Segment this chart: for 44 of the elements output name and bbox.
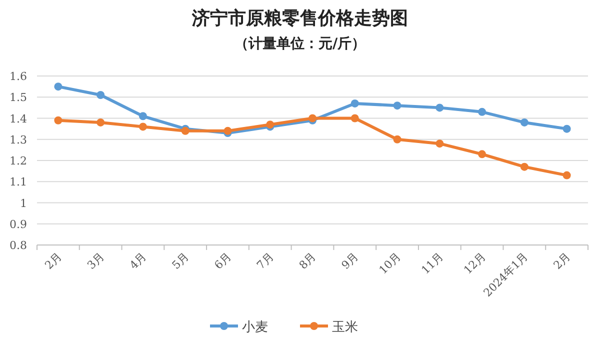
point <box>224 126 232 135</box>
point <box>54 82 62 91</box>
legend-label: 玉米 <box>332 320 358 335</box>
chart-subtitle: （计量单位：元/斤） <box>234 35 366 52</box>
point <box>350 114 359 122</box>
point <box>138 112 147 120</box>
x-tick-label: 9月 <box>339 250 362 272</box>
x-tick-label: 2月 <box>551 250 573 272</box>
x-tick-label: 8月 <box>296 250 319 272</box>
legend-label: 小麦 <box>242 320 268 335</box>
point <box>436 140 444 148</box>
point <box>520 118 528 126</box>
x-tick-label: 10月 <box>376 250 404 277</box>
point <box>562 124 571 133</box>
x-tick-label: 7月 <box>254 250 276 272</box>
y-tick-label: 1.2 <box>10 154 27 168</box>
y-tick-label: 0.9 <box>10 218 27 231</box>
x-tick-label: 6月 <box>212 250 234 272</box>
y-tick-label: 1.3 <box>10 133 27 146</box>
y-tick-label: 1.4 <box>10 112 27 126</box>
point <box>350 99 359 108</box>
y-tick-label: 1 <box>20 196 27 210</box>
y-tick-label: 0.8 <box>10 239 27 252</box>
point <box>436 104 444 112</box>
y-tick-label: 1.1 <box>10 176 27 189</box>
point <box>478 108 486 116</box>
point <box>562 171 571 180</box>
point <box>520 162 528 171</box>
x-tick-label: 5月 <box>170 250 192 272</box>
point <box>393 102 402 110</box>
point <box>96 91 105 100</box>
y-tick-label: 1.5 <box>10 91 27 104</box>
point <box>478 150 486 158</box>
x-tick-label: 4月 <box>127 250 150 272</box>
point <box>393 135 402 144</box>
point <box>54 116 62 124</box>
x-tick-label: 12月 <box>461 250 488 277</box>
x-tick-label: 3月 <box>84 250 107 272</box>
x-tick-label: 11月 <box>418 250 446 277</box>
chart-title: 济宁市原粮零售价格走势图 <box>191 8 408 29</box>
x-tick-label: 2月 <box>42 250 64 272</box>
point <box>96 118 105 126</box>
y-tick-label: 1.6 <box>10 70 27 83</box>
point <box>138 122 147 131</box>
